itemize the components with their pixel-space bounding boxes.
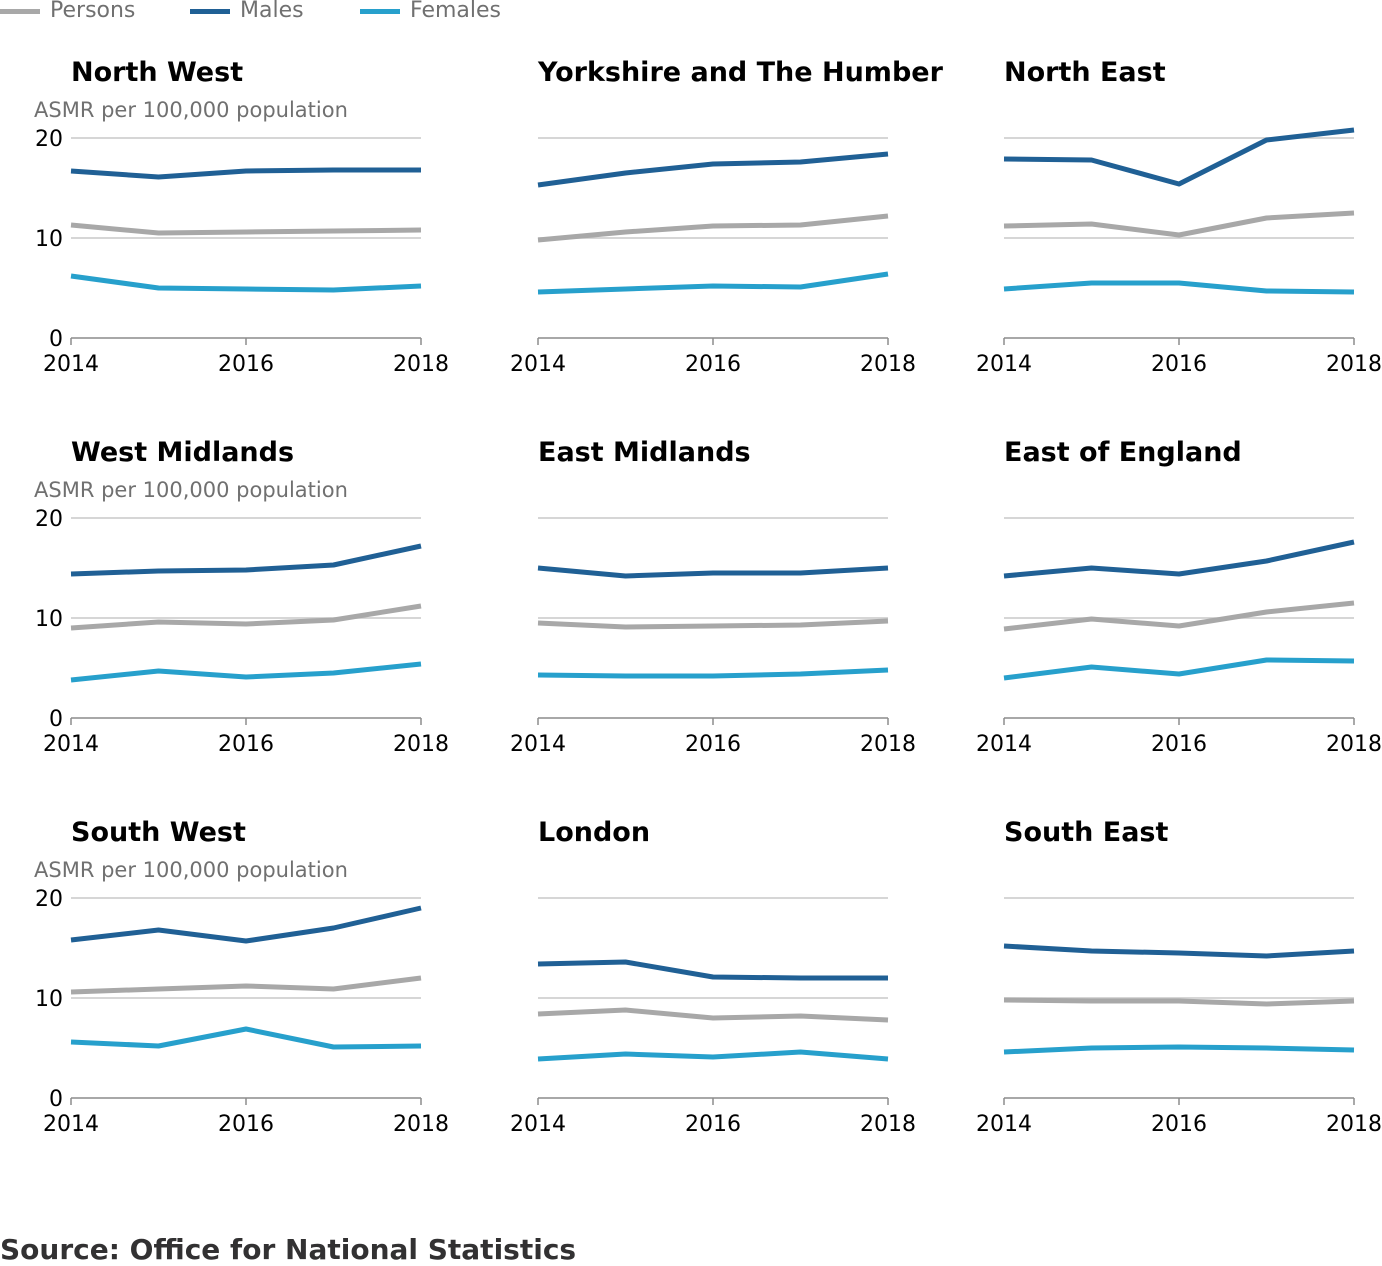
x-tick-label-yorkshire-and-the-humber-2014: 2014	[510, 352, 566, 377]
x-tick-label-yorkshire-and-the-humber-2018: 2018	[860, 352, 916, 377]
y-tick-label-west-midlands-0: 0	[49, 707, 63, 732]
chart-title-west-midlands: West Midlands	[71, 437, 294, 468]
x-tick-label-north-east-2016: 2016	[1151, 352, 1207, 377]
x-tick-label-east-of-england-2016: 2016	[1151, 732, 1207, 757]
x-tick-label-london-2018: 2018	[860, 1112, 916, 1137]
legend-label-males: Males	[240, 0, 304, 23]
chart-title-south-east: South East	[1004, 817, 1168, 848]
x-tick-label-london-2014: 2014	[510, 1112, 566, 1137]
x-tick-label-east-of-england-2014: 2014	[976, 732, 1032, 757]
y-axis-label-west-midlands: ASMR per 100,000 population	[34, 478, 348, 502]
x-tick-label-west-midlands-2016: 2016	[218, 732, 274, 757]
series-line-london-males	[537, 959, 888, 981]
x-tick-label-east-midlands-2018: 2018	[860, 732, 916, 757]
x-tick-label-east-of-england-2018: 2018	[1326, 732, 1382, 757]
series-line-south-east-males	[1003, 943, 1355, 959]
series-line-west-midlands-males	[70, 543, 422, 577]
series-line-east-of-england-persons	[1003, 600, 1355, 632]
series-line-yorkshire-and-the-humber-males	[537, 151, 889, 188]
legend-label-persons: Persons	[50, 0, 136, 23]
y-tick-label-south-west-20: 20	[35, 887, 63, 912]
series-line-yorkshire-and-the-humber-females	[537, 271, 889, 295]
x-tick-label-north-east-2014: 2014	[976, 352, 1032, 377]
legend-label-females: Females	[410, 0, 502, 23]
x-tick-label-south-east-2018: 2018	[1326, 1112, 1382, 1137]
small-multiples-charts: North West ASMR per 100,000 population 0 10…	[34, 57, 1382, 1137]
x-tick-label-south-west-2014: 2014	[43, 1112, 99, 1137]
chart-title-east-of-england: East of England	[1004, 437, 1242, 468]
legend-swatch-females	[360, 9, 400, 14]
y-tick-label-west-midlands-10: 10	[35, 607, 63, 632]
legend-swatch-persons	[0, 9, 40, 14]
chart-title-north-west: North West	[71, 57, 243, 88]
series-line-north-west-males	[70, 167, 421, 180]
x-tick-label-yorkshire-and-the-humber-2016: 2016	[685, 352, 741, 377]
series-line-london-females	[537, 1049, 889, 1062]
source-note: Source: Office for National Statistics	[0, 1233, 577, 1266]
x-tick-label-west-midlands-2018: 2018	[393, 732, 449, 757]
x-tick-label-north-west-2016: 2016	[218, 352, 274, 377]
legend: Persons Males Females	[0, 0, 700, 26]
chart-title-london: London	[538, 817, 650, 848]
y-tick-label-north-west-10: 10	[35, 227, 63, 252]
chart-title-yorkshire-and-the-humber: Yorkshire and The Humber	[537, 57, 944, 88]
y-tick-label-west-midlands-20: 20	[35, 507, 63, 532]
series-line-east-of-england-females	[1003, 657, 1355, 681]
legend-swatch-males	[190, 9, 230, 14]
y-axis-label-south-west: ASMR per 100,000 population	[34, 858, 348, 882]
y-tick-label-south-west-10: 10	[35, 987, 63, 1012]
x-tick-label-south-east-2016: 2016	[1151, 1112, 1207, 1137]
series-line-east-midlands-females	[537, 667, 889, 679]
x-tick-label-east-midlands-2014: 2014	[510, 732, 566, 757]
series-line-south-west-persons	[70, 975, 422, 995]
x-tick-label-south-west-2016: 2016	[218, 1112, 274, 1137]
x-tick-label-south-east-2014: 2014	[976, 1112, 1032, 1137]
series-line-north-east-persons	[1003, 210, 1355, 238]
y-tick-label-north-west-20: 20	[35, 127, 63, 152]
y-tick-label-south-west-0: 0	[49, 1087, 63, 1112]
series-line-yorkshire-and-the-humber-persons	[537, 213, 889, 243]
series-line-east-of-england-males	[1003, 539, 1355, 579]
series-line-london-persons	[537, 1007, 889, 1023]
series-line-south-west-females	[70, 1026, 422, 1050]
chart-title-south-west: South West	[71, 817, 246, 848]
x-tick-label-north-east-2018: 2018	[1326, 352, 1382, 377]
x-tick-label-north-west-2014: 2014	[43, 352, 99, 377]
x-tick-label-east-midlands-2016: 2016	[685, 732, 741, 757]
chart-title-north-east: North East	[1004, 57, 1166, 88]
series-line-south-east-females	[1003, 1044, 1355, 1055]
x-tick-label-south-west-2018: 2018	[393, 1112, 449, 1137]
series-line-north-east-males	[1003, 127, 1355, 187]
y-tick-label-north-west-0: 0	[49, 327, 63, 352]
series-line-north-west-females	[70, 273, 422, 293]
series-line-east-midlands-persons	[537, 618, 889, 630]
series-line-west-midlands-persons	[70, 603, 422, 631]
x-tick-label-london-2016: 2016	[685, 1112, 741, 1137]
series-line-north-west-persons	[70, 222, 422, 236]
series-line-north-east-females	[1003, 280, 1355, 295]
series-line-west-midlands-females	[70, 661, 422, 683]
series-line-east-midlands-males	[537, 565, 889, 579]
chart-title-east-midlands: East Midlands	[538, 437, 751, 468]
x-tick-label-west-midlands-2014: 2014	[43, 732, 99, 757]
series-line-south-east-persons	[1003, 997, 1355, 1007]
x-tick-label-north-west-2018: 2018	[393, 352, 449, 377]
y-axis-label-north-west: ASMR per 100,000 population	[34, 98, 348, 122]
series-line-south-west-males	[70, 905, 422, 944]
